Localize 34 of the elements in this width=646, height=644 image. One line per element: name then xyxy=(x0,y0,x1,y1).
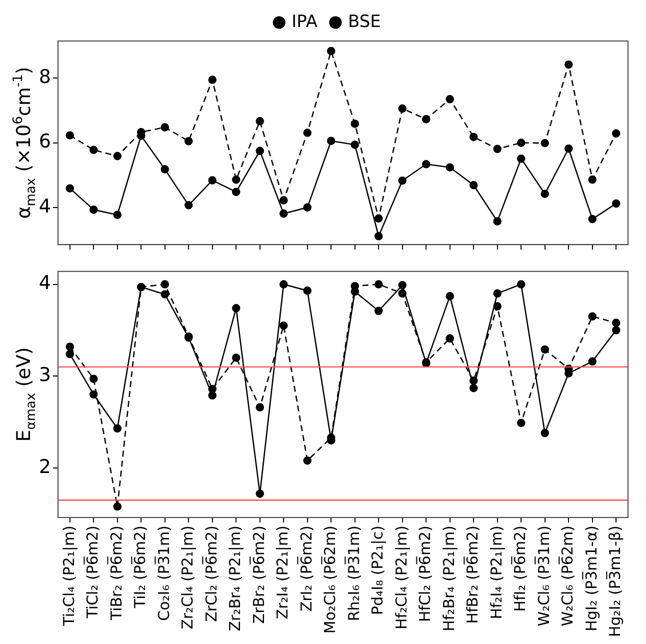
x-tick-label: Pd₄I₈ (P2₁|c) xyxy=(368,526,387,615)
y-tick-label: 8 xyxy=(38,66,51,88)
x-tick-label: TiBr₂ (P6̅m2) xyxy=(106,526,126,622)
x-tick-label: Hg₂I₂ (P3̅m1-β) xyxy=(605,526,624,637)
x-tick-label: ZrI₂ (P6̅m2) xyxy=(296,526,316,612)
x-tick-label: Zr₂Cl₄ (P2₁|m) xyxy=(178,526,197,630)
y-tick-label: 6 xyxy=(38,130,51,153)
x-tick-label: ZrCl₂ (P6̅m2) xyxy=(202,526,220,622)
x-tick-label: TiI₂ (P6̅m2) xyxy=(130,526,150,610)
legend-label: IPA xyxy=(292,12,318,32)
x-tick-label: Zr₂Br₄ (P2₁|m) xyxy=(226,526,244,632)
x-tick-label: HfI₂ (P6̅m2) xyxy=(510,526,530,612)
y-axis-title: Eαmax (eV) xyxy=(13,347,39,442)
x-tick-label: Zr₂I₄ (P2₁|m) xyxy=(274,526,292,620)
x-tick-label: Rh₂I₆ (P3̅1m) xyxy=(344,526,363,622)
x-tick-label: Ti₂Cl₄ (P2₁|m) xyxy=(60,526,78,627)
x-tick-label: Hf₂Cl₄ (P2₁|m) xyxy=(392,526,410,630)
y-tick-label: 2 xyxy=(38,456,51,478)
x-tick-label: Hf₂Br₄ (P2₁|m) xyxy=(440,526,458,632)
legend-label: BSE xyxy=(348,12,381,32)
x-tick-label: W₂Cl₆ (P6̅2m) xyxy=(558,526,577,626)
y-tick-label: 3 xyxy=(38,364,51,386)
x-tick-label: ZrBr₂ (P6̅m2) xyxy=(249,526,268,624)
x-tick-label: W₂Cl₆ (P3̅1m) xyxy=(534,526,553,626)
x-tick-label: HfBr₂ (P6̅m2) xyxy=(462,526,482,624)
x-tick-label: Co₂I₆ (P3̅1m) xyxy=(154,526,173,621)
y-axis-title: αmax (×106cm-1) xyxy=(11,66,39,219)
y-tick-label: 4 xyxy=(38,272,51,294)
x-tick-label: HgI₂ (P3̅m1-α) xyxy=(582,526,600,632)
y-tick-label: 4 xyxy=(38,195,51,218)
x-tick-label: TiCl₂ (P6̅m2) xyxy=(82,526,102,620)
x-tick-label: Hf₂I₄ (P2₁|m) xyxy=(487,526,506,620)
x-tick-label: Mo₂Cl₆ (P6̅2m) xyxy=(320,526,340,634)
x-tick-label: HfCl₂ (P6̅m2) xyxy=(415,526,434,622)
